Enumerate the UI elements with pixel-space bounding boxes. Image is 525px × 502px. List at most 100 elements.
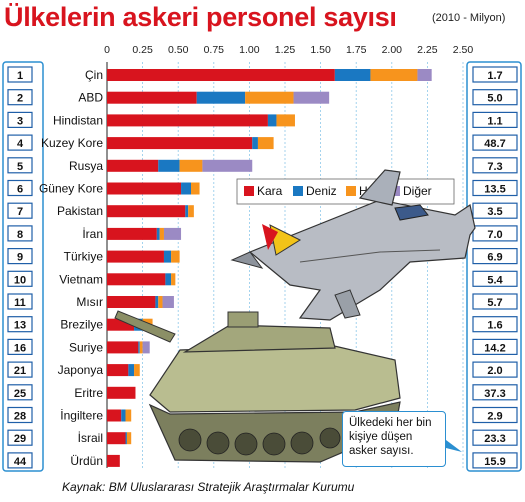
rank-box [7, 89, 33, 106]
ratio-box [472, 225, 518, 242]
x-tick-label: 1.75 [346, 44, 367, 56]
ratio-box [472, 338, 518, 355]
bar-segment [107, 432, 126, 445]
ratio-label: 2.9 [487, 411, 502, 423]
rank-box [7, 338, 33, 355]
rank-label: 29 [14, 433, 26, 445]
ratio-box [472, 270, 518, 287]
rank-label: 21 [14, 365, 26, 377]
ratio-label: 2.0 [487, 365, 502, 377]
category-label: Pakistan [57, 204, 103, 218]
ratio-label: 6.9 [487, 252, 502, 264]
bar-segment [179, 159, 203, 172]
rank-box [7, 429, 33, 446]
legend-label: Diğer [403, 184, 432, 198]
ratio-panel [466, 61, 522, 472]
rank-label: 1 [17, 70, 23, 82]
bar-segment [134, 364, 140, 377]
category-label: İngiltere [60, 409, 103, 423]
bar-segment [171, 250, 180, 263]
category-label: Japonya [58, 363, 104, 377]
bar-segment [417, 69, 432, 81]
ratio-box [472, 134, 518, 151]
legend-swatch [346, 186, 356, 196]
category-label: Hindistan [53, 113, 103, 127]
ratio-label: 15.9 [484, 456, 505, 468]
rank-box [7, 202, 33, 219]
bar-segment [370, 69, 418, 81]
rank-box [7, 270, 33, 287]
x-tick-label: 1.00 [239, 44, 260, 56]
legend-swatch [244, 186, 254, 196]
bar-segment [181, 182, 192, 195]
bar-segment [185, 205, 189, 218]
x-tick-label: 1.50 [310, 44, 331, 56]
rank-label: 16 [14, 342, 26, 354]
rank-box [7, 452, 33, 469]
ratio-box [472, 89, 518, 106]
ratio-box [472, 316, 518, 333]
ratio-label: 13.5 [484, 184, 505, 196]
bar-segment [163, 250, 172, 263]
bar-segment [107, 205, 186, 218]
x-tick-label: 2.00 [382, 44, 403, 56]
category-label: İran [82, 227, 103, 241]
rank-box [7, 225, 33, 242]
category-label: Çin [85, 68, 103, 82]
bar-segment [257, 137, 274, 150]
x-tick-label: 2.25 [417, 44, 438, 56]
rank-box [7, 406, 33, 424]
x-tick-label: 0.50 [168, 44, 189, 56]
ratio-label: 7.0 [487, 229, 502, 241]
legend-label: Deniz [306, 184, 337, 198]
bar-segment [155, 296, 159, 308]
ratio-label: 1.7 [487, 70, 502, 82]
ratio-label: 48.7 [484, 138, 505, 150]
rank-label: 6 [17, 184, 23, 196]
category-label: ABD [78, 91, 103, 105]
category-label: Mısır [76, 295, 103, 309]
ratio-label: 14.2 [484, 342, 505, 354]
ratio-label: 5.0 [487, 93, 502, 105]
rank-panel [2, 61, 44, 472]
category-label: Eritre [74, 386, 103, 400]
ratio-box [472, 248, 518, 265]
ratio-label: 1.1 [487, 115, 502, 127]
bar-segment [165, 273, 172, 286]
rank-box [7, 361, 33, 378]
rank-box [7, 316, 33, 333]
ratio-label: 5.7 [487, 297, 502, 309]
bar-segment [107, 114, 268, 127]
bar-segment [107, 296, 156, 308]
rank-box [7, 384, 33, 401]
rank-box [7, 179, 33, 197]
category-label: Brezilye [60, 318, 103, 332]
bar-segment [125, 432, 127, 445]
rank-box [7, 157, 33, 174]
bar-segment [128, 364, 135, 377]
bar-segment [107, 409, 122, 422]
ratio-box [472, 111, 518, 129]
ratio-box [472, 384, 518, 401]
note-callout: Ülkedeki her bin kişiye düşen asker sayı… [342, 411, 446, 467]
bar-segment [107, 227, 157, 240]
rank-box [7, 66, 33, 83]
tank-illustration [114, 310, 401, 463]
bar-segment [142, 341, 150, 354]
ratio-box [472, 361, 518, 378]
bar-segment [107, 341, 139, 354]
bar-segment [191, 182, 200, 195]
bar-segment [334, 69, 371, 81]
bar-segment [267, 114, 277, 127]
legend-swatch [293, 186, 303, 196]
bar-segment [162, 296, 174, 308]
x-tick-label: 0.25 [132, 44, 153, 56]
bar-segment [252, 137, 258, 150]
bar-segment [245, 91, 294, 104]
page-subtitle: (2010 - Milyon) [432, 12, 506, 24]
rank-label: 10 [14, 274, 26, 286]
rank-label: 11 [14, 297, 26, 309]
rank-label: 8 [17, 229, 23, 241]
category-label: Türkiye [64, 250, 104, 264]
